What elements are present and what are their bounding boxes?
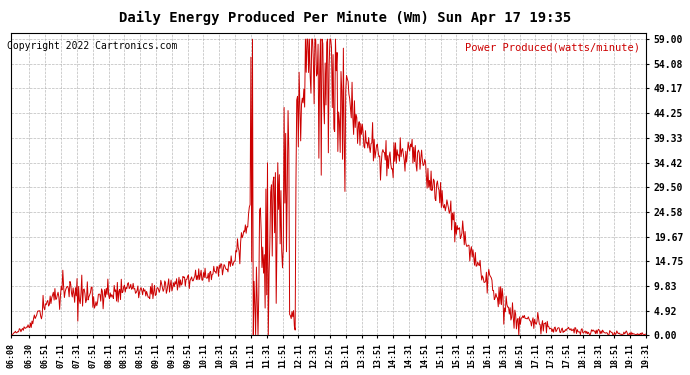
Text: Daily Energy Produced Per Minute (Wm) Sun Apr 17 19:35: Daily Energy Produced Per Minute (Wm) Su… — [119, 11, 571, 26]
Text: Copyright 2022 Cartronics.com: Copyright 2022 Cartronics.com — [7, 41, 177, 51]
Text: Power Produced(watts/minute): Power Produced(watts/minute) — [464, 42, 640, 52]
